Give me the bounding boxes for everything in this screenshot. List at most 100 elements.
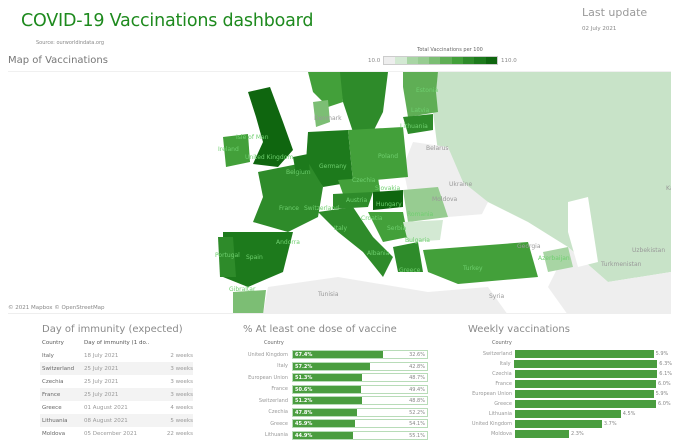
dose-bar[interactable]: 57.2% 42.8%	[292, 361, 428, 371]
table-row[interactable]: Italy 18 July 2021 2 weeks	[40, 349, 193, 362]
map-country-label[interactable]: Ukraine	[449, 181, 473, 188]
map-country-label[interactable]: Denmark	[314, 115, 342, 122]
dose-bar-row[interactable]: Italy 57.2% 42.8%	[232, 361, 432, 373]
map-country-label[interactable]: Albania	[367, 250, 390, 257]
weekly-bar[interactable]	[515, 419, 602, 429]
remaining-value: 32.6%	[409, 352, 425, 359]
weekly-bar[interactable]	[513, 359, 658, 369]
map-country-label[interactable]: Spain	[246, 254, 263, 261]
weekly-bar[interactable]	[514, 369, 658, 379]
dose-bar-fill	[293, 408, 358, 416]
map-country-label[interactable]: Poland	[378, 153, 399, 160]
map-country-label[interactable]: United Kingdom	[245, 154, 294, 161]
table-row[interactable]: Czechia 25 July 2021 3 weeks	[40, 375, 193, 388]
map-country-label[interactable]: Georgia	[517, 243, 541, 250]
map-country-label[interactable]: Estonia	[416, 87, 439, 94]
weekly-bar[interactable]	[515, 389, 654, 399]
weekly-bar-row[interactable]: France 6.0%	[462, 379, 672, 389]
dose-bar-row[interactable]: Lithuania 44.9% 55.1%	[232, 430, 432, 442]
dose-bar-row[interactable]: European Union 51.3% 48.7%	[232, 372, 432, 384]
weekly-bar-row[interactable]: Switzerland 5.9%	[462, 349, 672, 359]
dose-bar-row[interactable]: France 50.6% 49.4%	[232, 384, 432, 396]
country-cell: Lithuania	[42, 417, 68, 424]
map-country-label[interactable]: Belgium	[286, 169, 311, 176]
map-country-label[interactable]: France	[279, 205, 299, 212]
weekly-bar-row[interactable]: Italy 6.3%	[462, 359, 672, 369]
dose-bar[interactable]: 51.2% 48.8%	[292, 396, 428, 406]
map-country-label[interactable]: Italy	[334, 225, 348, 232]
map-country-label[interactable]: Belarus	[426, 145, 449, 152]
map-country-label[interactable]: Switzerland	[304, 205, 339, 212]
map-country-label[interactable]: Ireland	[218, 146, 239, 153]
legend-swatch	[463, 57, 475, 64]
weekly-bar[interactable]	[515, 399, 656, 409]
map-attribution: © 2021 Mapbox © OpenStreetMap	[8, 305, 105, 311]
dose-bar-row[interactable]: Czechia 47.8% 52.2%	[232, 407, 432, 419]
weekly-bar[interactable]	[515, 349, 654, 359]
map-country-label[interactable]: Serbia	[387, 225, 407, 232]
map-country-label[interactable]: Gibraltar	[229, 286, 256, 293]
dose-bar[interactable]: 45.9% 54.1%	[292, 419, 428, 429]
remaining-value: 48.7%	[409, 375, 425, 382]
map-shapes	[218, 72, 671, 313]
dose-bar[interactable]: 51.3% 48.7%	[292, 373, 428, 383]
weekly-bar-row[interactable]: Greece 6.0%	[462, 399, 672, 409]
weekly-value: 6.0%	[657, 401, 671, 407]
map-country-label[interactable]: Latvia	[411, 107, 430, 114]
map-country-label[interactable]: Germany	[319, 163, 347, 170]
map-country-label[interactable]: Moldova	[432, 196, 458, 203]
dose-column-header: Country	[264, 340, 284, 346]
immunity-table-header: Country Day of immunity (1 do..	[40, 340, 193, 349]
map-country-label[interactable]: Syria	[489, 293, 505, 300]
weekly-bar-row[interactable]: United Kingdom 3.7%	[462, 419, 672, 429]
map-country-label[interactable]: Turkey	[463, 265, 483, 272]
dose-bar-row[interactable]: United Kingdom 67.4% 32.6%	[232, 349, 432, 361]
map-country-label[interactable]: Andorra	[276, 239, 300, 246]
weekly-bar[interactable]	[515, 429, 570, 439]
dose-bar-row[interactable]: Greece 45.9% 54.1%	[232, 418, 432, 430]
source-note: Source: ourworldindata.org	[36, 40, 105, 46]
map-country-label[interactable]: Romania	[407, 211, 434, 218]
map-country-label[interactable]: Austria	[346, 197, 368, 204]
weeks-cell: 4 weeks	[170, 404, 193, 411]
table-row[interactable]: Switzerland 25 July 2021 3 weeks	[40, 362, 193, 375]
legend-min: 10.0	[368, 58, 381, 64]
map-country-label[interactable]: Uzbekistan	[632, 247, 666, 254]
map-country-label[interactable]: Ka	[666, 185, 671, 192]
weekly-bar-row[interactable]: European Union 5.9%	[462, 389, 672, 399]
map-country-label[interactable]: Tunisia	[318, 291, 339, 298]
weekly-bar-row[interactable]: Czechia 6.1%	[462, 369, 672, 379]
map-country-label[interactable]: Bulgaria	[405, 237, 430, 244]
column-header-country[interactable]: Country	[42, 340, 64, 346]
dose-bar[interactable]: 67.4% 32.6%	[292, 350, 428, 360]
dose-bar[interactable]: 47.8% 52.2%	[292, 407, 428, 417]
dose-bar[interactable]: 50.6% 49.4%	[292, 384, 428, 394]
weekly-chart: Country Switzerland 5.9% Italy 6.3% Czechia 6…	[462, 340, 672, 439]
dose-bar-row[interactable]: Switzerland 51.2% 48.8%	[232, 395, 432, 407]
map-country-label[interactable]: Czechia	[352, 177, 376, 184]
map-country-label[interactable]: Croatia	[361, 215, 383, 222]
table-row[interactable]: Lithuania 08 August 2021 5 weeks	[40, 414, 193, 427]
table-row[interactable]: Greece 01 August 2021 4 weeks	[40, 401, 193, 414]
date-cell: 05 December 2021	[84, 430, 138, 437]
map-country-label[interactable]: Portugal	[215, 252, 240, 259]
map-country-label[interactable]: Lithuania	[400, 123, 428, 130]
dose-bar[interactable]: 44.9% 55.1%	[292, 430, 428, 440]
table-row[interactable]: France 25 July 2021 3 weeks	[40, 388, 193, 401]
map-country-label[interactable]: Turkmenistan	[601, 261, 642, 268]
vaccination-map[interactable]: Ireland Isle of Man United Kingdom Denmark E…	[8, 71, 671, 314]
remaining-value: 54.1%	[409, 421, 425, 428]
weekly-bar-row[interactable]: Lithuania 4.5%	[462, 409, 672, 419]
map-country-label[interactable]: Azerbaijan	[538, 255, 570, 262]
column-header-day-of-immunity[interactable]: Day of immunity (1 do..	[84, 340, 150, 346]
table-row[interactable]: Moldova 05 December 2021 22 weeks	[40, 427, 193, 440]
weekly-bar-row[interactable]: Moldova 2.3%	[462, 429, 672, 439]
vaccinated-value: 51.3%	[295, 375, 313, 382]
dose-title: % At least one dose of vaccine	[243, 324, 397, 335]
map-country-label[interactable]: Isle of Man	[236, 134, 269, 141]
map-country-label[interactable]: Slovakia	[375, 185, 401, 192]
map-country-label[interactable]: Greece	[399, 267, 421, 274]
weekly-bar[interactable]	[515, 409, 621, 419]
weekly-bar[interactable]	[515, 379, 656, 389]
map-country-label[interactable]: Hungary	[376, 201, 402, 208]
